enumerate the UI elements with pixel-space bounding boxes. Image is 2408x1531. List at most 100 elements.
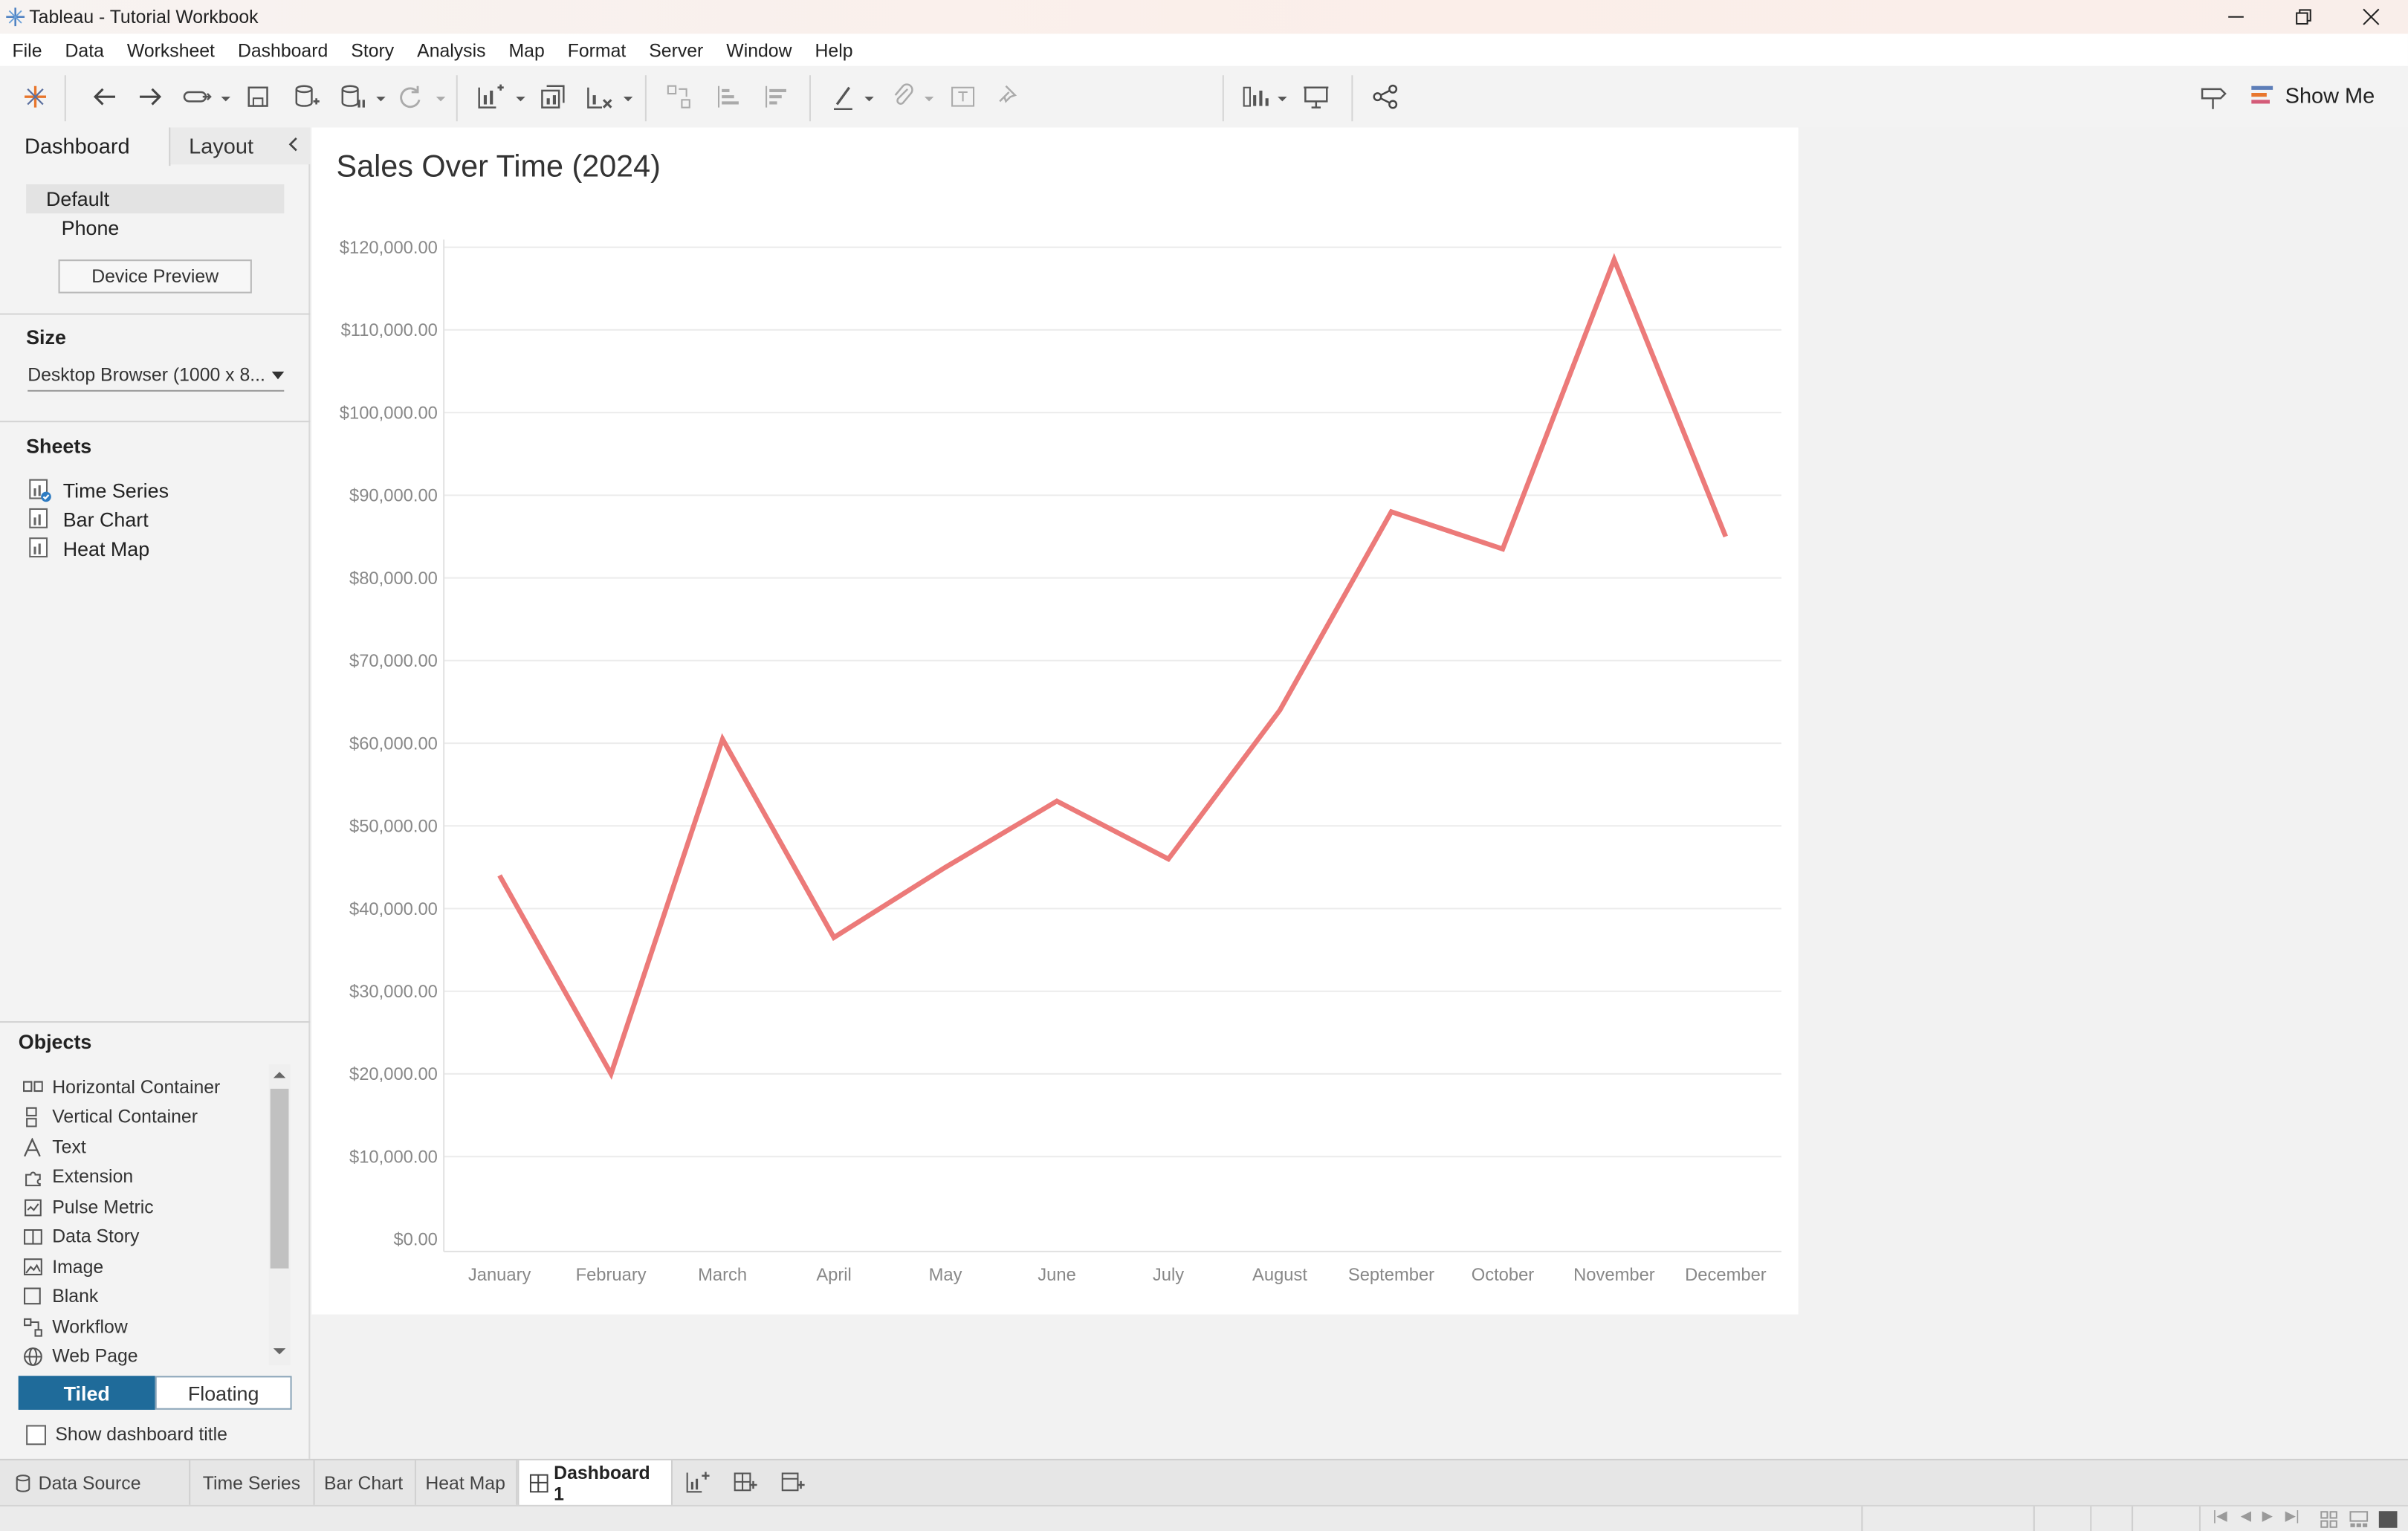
data-point[interactable] [716, 733, 729, 745]
sales-series-line[interactable] [497, 253, 1728, 1081]
object-image[interactable]: Image [22, 1253, 103, 1281]
group-members-button[interactable] [884, 78, 922, 115]
data-point[interactable] [1051, 795, 1064, 808]
device-phone[interactable]: Phone [61, 216, 120, 240]
menu-help[interactable]: Help [815, 39, 853, 61]
share-button[interactable] [1367, 78, 1404, 115]
tab-dashboard-1[interactable]: Dashboard 1 [517, 1460, 673, 1506]
data-point[interactable] [939, 861, 952, 874]
object-horizontal-container[interactable]: Horizontal Container [22, 1073, 220, 1101]
object-web-page[interactable]: Web Page [22, 1342, 138, 1368]
chevron-down-icon[interactable] [1276, 92, 1289, 105]
object-blank[interactable]: Blank [22, 1282, 98, 1310]
sheet-item-heat-map[interactable]: Heat Map [27, 534, 149, 562]
device-preview-button[interactable]: Device Preview [58, 259, 252, 294]
sheet-item-bar-chart[interactable]: Bar Chart [27, 505, 149, 533]
size-dropdown[interactable]: Desktop Browser (1000 x 8... [27, 364, 285, 392]
show-cards-button[interactable] [1237, 78, 1275, 115]
object-workflow[interactable]: Workflow [22, 1313, 128, 1341]
data-point[interactable] [1274, 704, 1286, 716]
scroll-up-icon[interactable] [273, 1070, 286, 1079]
fix-axes-button[interactable] [991, 78, 1028, 115]
swap-rows-columns-button[interactable] [661, 78, 698, 115]
undo-button[interactable] [86, 78, 123, 115]
tab-layout[interactable]: Layout [170, 127, 311, 165]
menu-file[interactable]: File [12, 39, 42, 61]
save-button[interactable] [239, 78, 276, 115]
tableau-home-button[interactable] [17, 78, 54, 115]
replay-animation-button[interactable] [178, 78, 216, 115]
sheet-item-time-series[interactable]: Time Series [27, 476, 169, 504]
object-pulse-metric[interactable]: Pulse Metric [22, 1193, 154, 1220]
data-point[interactable] [1162, 852, 1175, 865]
sheet-sorter-icon[interactable] [2320, 1511, 2337, 1528]
floating-button[interactable]: Floating [155, 1376, 292, 1410]
data-point[interactable] [1385, 505, 1398, 518]
data-point[interactable] [1497, 543, 1509, 555]
tab-dashboard[interactable]: Dashboard [0, 127, 171, 166]
show-mark-labels-button[interactable] [945, 78, 982, 115]
chevron-down-icon[interactable] [375, 92, 387, 105]
menu-server[interactable]: Server [649, 39, 704, 61]
pause-auto-updates-button[interactable] [333, 78, 370, 115]
close-window-button[interactable] [2337, 0, 2405, 33]
duplicate-sheet-button[interactable] [534, 78, 572, 115]
sales-line-chart[interactable]: $0.00 $10,000.00 $20,000.00 $30,000.00 $40,0… [311, 127, 1798, 1314]
tab-data-source[interactable]: Data Source [0, 1460, 191, 1506]
new-worksheet-tab-button[interactable] [682, 1466, 712, 1497]
next-sheet-button[interactable]: ▶ [2262, 1508, 2273, 1524]
ask-data-button[interactable] [2195, 78, 2232, 115]
menu-analysis[interactable]: Analysis [417, 39, 486, 61]
menu-data[interactable]: Data [65, 39, 104, 61]
tab-heat-map[interactable]: Heat Map [416, 1460, 518, 1506]
data-point[interactable] [605, 1068, 618, 1081]
scroll-down-icon[interactable] [273, 1347, 286, 1356]
tab-bar-chart[interactable]: Bar Chart [315, 1460, 416, 1506]
data-point[interactable] [828, 931, 841, 944]
menu-story[interactable]: Story [351, 39, 395, 61]
new-worksheet-button[interactable] [471, 78, 508, 115]
object-extension[interactable]: Extension [22, 1162, 133, 1190]
chevron-down-icon[interactable] [514, 92, 527, 105]
new-dashboard-tab-button[interactable] [729, 1466, 760, 1497]
data-point[interactable] [493, 870, 506, 882]
chevron-down-icon[interactable] [923, 92, 936, 105]
refresh-button[interactable] [392, 78, 429, 115]
chevron-down-icon[interactable] [219, 92, 232, 105]
menu-format[interactable]: Format [567, 39, 627, 61]
new-data-source-button[interactable] [287, 78, 324, 115]
tiled-button[interactable]: Tiled [18, 1376, 155, 1410]
tabs-view-icon[interactable] [2378, 1511, 2398, 1528]
redo-button[interactable] [132, 78, 169, 115]
tab-time-series[interactable]: Time Series [190, 1460, 315, 1506]
presentation-mode-button[interactable] [1298, 78, 1335, 115]
object-vertical-container[interactable]: Vertical Container [22, 1103, 198, 1130]
chevron-down-icon[interactable] [435, 92, 447, 105]
objects-scroll-thumb[interactable] [270, 1088, 289, 1269]
menu-dashboard[interactable]: Dashboard [237, 39, 328, 61]
show-dashboard-title-toggle[interactable]: Show dashboard title [26, 1422, 227, 1446]
data-point[interactable] [1720, 531, 1732, 543]
filmstrip-icon[interactable] [2349, 1511, 2369, 1528]
object-text[interactable]: Text [22, 1133, 86, 1161]
collapse-panel-button[interactable] [285, 134, 301, 158]
show-me-button[interactable]: Show Me [2251, 78, 2375, 111]
sort-ascending-button[interactable] [710, 78, 747, 115]
object-data-story[interactable]: Data Story [22, 1223, 139, 1250]
sort-descending-button[interactable] [757, 78, 794, 115]
menu-map[interactable]: Map [508, 39, 545, 61]
menu-window[interactable]: Window [726, 39, 792, 61]
highlight-button[interactable] [825, 78, 862, 115]
menu-worksheet[interactable]: Worksheet [126, 39, 215, 61]
show-title-checkbox[interactable] [26, 1424, 46, 1445]
restore-button[interactable] [2270, 0, 2337, 33]
new-story-tab-button[interactable] [777, 1466, 808, 1497]
prev-sheet-button[interactable]: ◀ [2240, 1508, 2252, 1524]
last-sheet-button[interactable]: ▶| [2285, 1508, 2299, 1524]
chevron-down-icon[interactable] [622, 92, 635, 105]
minimize-button[interactable] [2202, 0, 2270, 33]
chevron-down-icon[interactable] [863, 92, 876, 105]
device-default[interactable]: Default [26, 184, 285, 214]
first-sheet-button[interactable]: |◀ [2213, 1508, 2227, 1524]
clear-sheet-button[interactable] [580, 78, 618, 115]
